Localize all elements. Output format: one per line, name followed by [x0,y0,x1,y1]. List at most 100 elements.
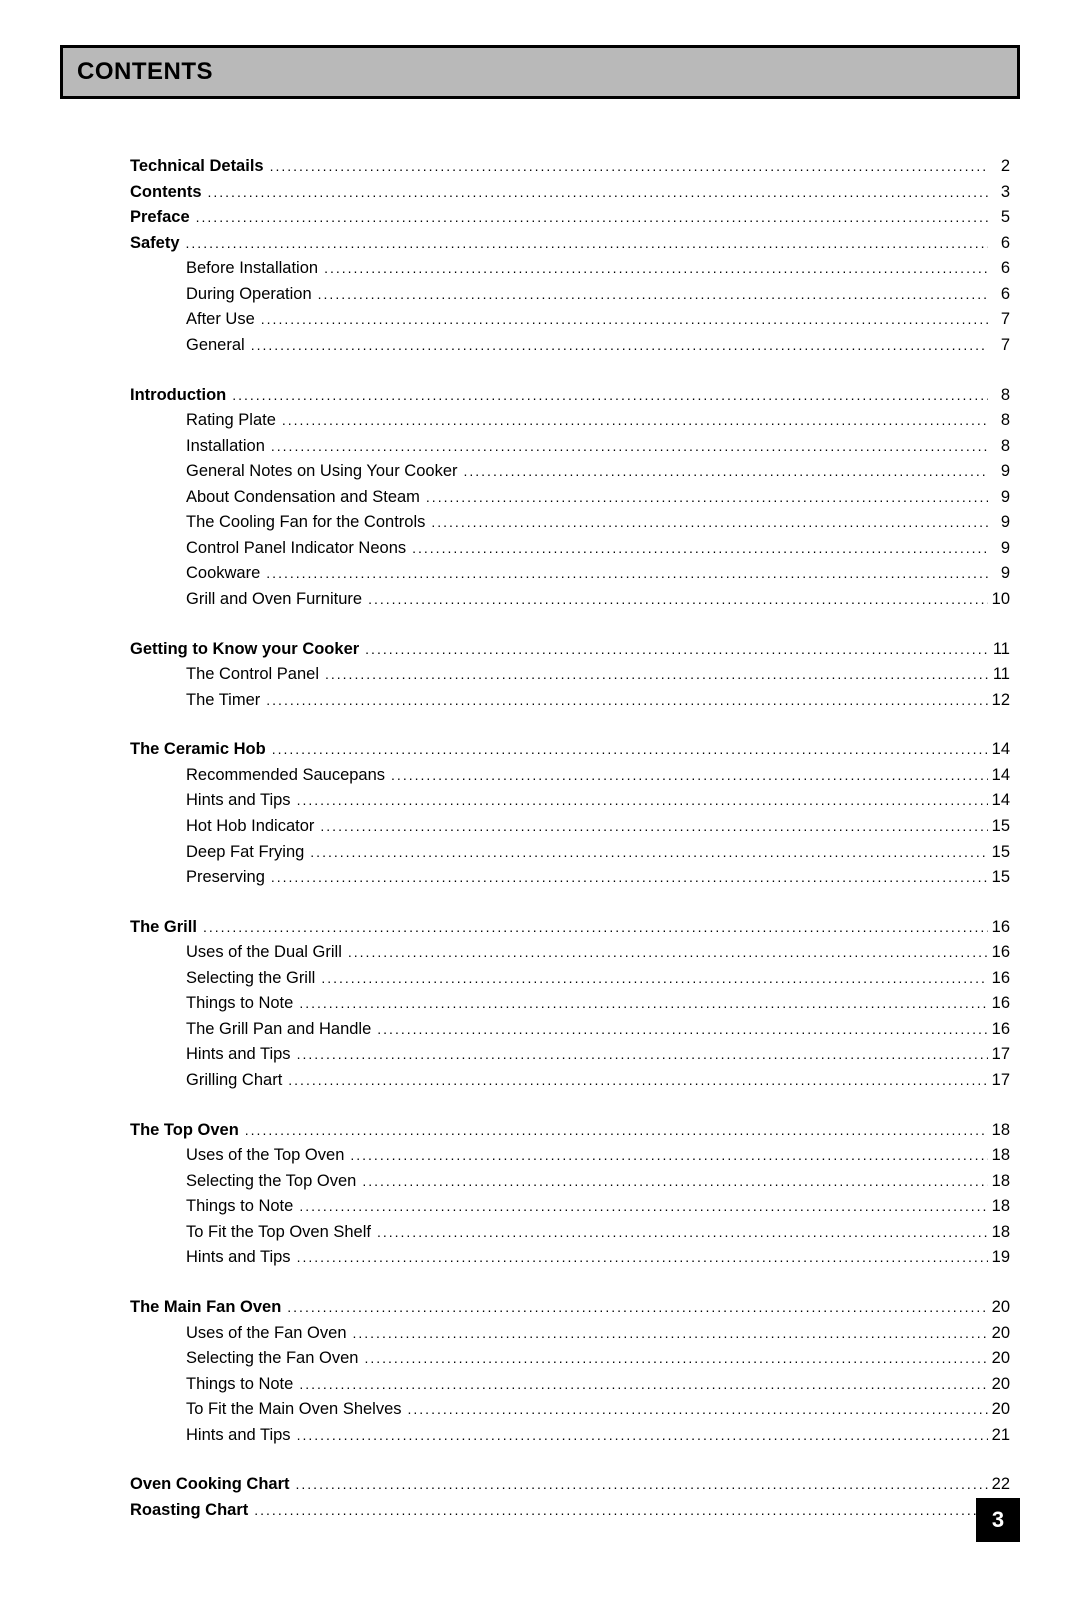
toc-dot-leader [265,867,988,889]
toc-entry-label: Selecting the Top Oven [186,1169,356,1195]
toc-dot-leader [266,739,988,761]
toc-entry: Roasting Chart23 [130,1498,1010,1524]
toc-entry: Rating Plate8 [130,408,1010,434]
toc-entry-label: About Condensation and Steam [186,485,420,511]
toc-dot-leader [265,436,988,458]
toc-entry-page: 11 [988,662,1010,688]
toc-entry-page: 20 [988,1321,1010,1347]
toc-entry-label: During Operation [186,282,312,308]
toc-entry: Uses of the Fan Oven20 [130,1321,1010,1347]
toc-group: The Grill16Uses of the Dual Grill16Selec… [130,915,1010,1094]
toc-entry: Control Panel Indicator Neons9 [130,536,1010,562]
toc-dot-leader [276,410,988,432]
toc-entry-label: Installation [186,434,265,460]
toc-entry-page: 2 [988,154,1010,180]
toc-entry-label: Hints and Tips [186,788,291,814]
toc-dot-leader [371,1019,988,1041]
toc-dot-leader [264,156,988,178]
toc-dot-leader [315,968,988,990]
toc-entry-label: Hints and Tips [186,1245,291,1271]
toc-entry: Selecting the Grill16 [130,966,1010,992]
toc-entry-page: 8 [988,434,1010,460]
toc-entry-label: Before Installation [186,256,318,282]
toc-entry-page: 3 [988,180,1010,206]
toc-entry: Preface5 [130,205,1010,231]
toc-entry: Deep Fat Frying15 [130,840,1010,866]
toc-dot-leader [293,993,988,1015]
toc-dot-leader [304,842,988,864]
toc-entry-page: 14 [988,763,1010,789]
toc-dot-leader [180,233,988,255]
toc-entry-label: Selecting the Grill [186,966,315,992]
toc-entry-page: 21 [988,1423,1010,1449]
toc-entry-page: 17 [988,1068,1010,1094]
toc-entry: Getting to Know your Cooker11 [130,637,1010,663]
toc-group: Introduction 8Rating Plate8Installation 8 G… [130,383,1010,613]
toc-entry: Preserving 15 [130,865,1010,891]
toc-entry-page: 9 [988,510,1010,536]
toc-entry-label: Deep Fat Frying [186,840,304,866]
toc-entry-label: Preserving [186,865,265,891]
toc-entry: General7 [130,333,1010,359]
toc-entry-label: Rating Plate [186,408,276,434]
toc-entry-page: 12 [988,688,1010,714]
toc-entry-page: 20 [988,1397,1010,1423]
toc-entry-page: 15 [988,814,1010,840]
toc-group: Getting to Know your Cooker11The Control… [130,637,1010,714]
toc-entry-label: To Fit the Main Oven Shelves [186,1397,402,1423]
toc-entry: Technical Details 2 [130,154,1010,180]
toc-entry: Hints and Tips 21 [130,1423,1010,1449]
toc-dot-leader [358,1348,988,1370]
toc-entry-label: The Ceramic Hob [130,737,266,763]
toc-entry-label: Hints and Tips [186,1423,291,1449]
toc-entry: To Fit the Top Oven Shelf18 [130,1220,1010,1246]
toc-entry: Hot Hob Indicator15 [130,814,1010,840]
toc-entry: Contents3 [130,180,1010,206]
toc-entry-page: 17 [988,1042,1010,1068]
toc-entry-label: General Notes on Using Your Cooker [186,459,458,485]
toc-entry: Cookware9 [130,561,1010,587]
toc-entry: Safety6 [130,231,1010,257]
toc-entry-label: Things to Note [186,1194,293,1220]
toc-entry-label: Technical Details [130,154,264,180]
toc-entry-label: Things to Note [186,1372,293,1398]
toc-dot-leader [344,1145,988,1167]
toc-dot-leader [406,538,988,560]
toc-entry-label: The Timer [186,688,260,714]
toc-entry: Things to Note20 [130,1372,1010,1398]
toc-entry: Before Installation 6 [130,256,1010,282]
toc-entry-page: 15 [988,865,1010,891]
toc-entry: After Use7 [130,307,1010,333]
toc-entry-page: 8 [988,383,1010,409]
toc-entry: The Grill Pan and Handle16 [130,1017,1010,1043]
toc-dot-leader [255,309,988,331]
toc-entry-page: 7 [988,333,1010,359]
toc-entry-page: 9 [988,536,1010,562]
page: CONTENTS Technical Details2Contents3Pref… [0,0,1080,1597]
toc-entry-label: Hints and Tips [186,1042,291,1068]
toc-entry-label: Introduction [130,383,226,409]
toc-dot-leader [202,182,989,204]
toc-dot-leader [359,639,988,661]
toc-dot-leader [197,917,988,939]
toc-entry-label: Grill and Oven Furniture [186,587,362,613]
toc-dot-leader [385,765,988,787]
toc-dot-leader [402,1399,988,1421]
toc-entry-label: Safety [130,231,180,257]
toc-entry-page: 6 [988,256,1010,282]
toc-entry-page: 14 [988,788,1010,814]
toc-entry: The Cooling Fan for the Controls9 [130,510,1010,536]
toc-entry: The Control Panel11 [130,662,1010,688]
toc-dot-leader [226,385,988,407]
toc-entry-page: 10 [988,587,1010,613]
toc-dot-leader [293,1374,988,1396]
toc-entry-label: Grilling Chart [186,1068,282,1094]
toc-dot-leader [314,816,988,838]
toc-dot-leader [239,1120,988,1142]
toc-entry: Things to Note18 [130,1194,1010,1220]
toc-entry: About Condensation and Steam9 [130,485,1010,511]
toc-entry-label: Things to Note [186,991,293,1017]
toc-dot-leader [356,1171,988,1193]
toc-entry-page: 18 [988,1169,1010,1195]
toc-group: The Ceramic Hob14Recommended Saucepans14… [130,737,1010,890]
